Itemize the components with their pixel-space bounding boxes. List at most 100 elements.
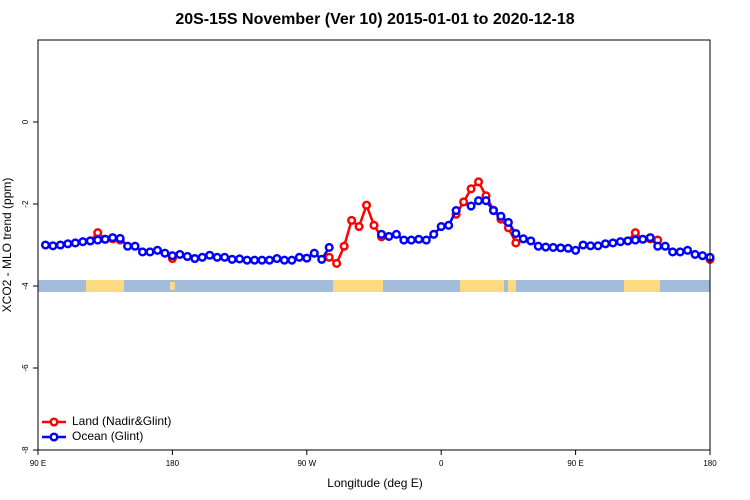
data-point — [249, 255, 260, 265]
data-point — [197, 252, 207, 262]
data-point — [451, 206, 461, 216]
data-point — [369, 220, 379, 230]
data-point — [93, 235, 103, 245]
data-point — [638, 234, 648, 244]
data-point — [421, 235, 431, 245]
data-point — [294, 252, 304, 262]
data-point — [526, 236, 536, 246]
data-point — [115, 233, 125, 243]
y-tick-label: -2 — [21, 200, 30, 208]
data-point — [675, 247, 685, 257]
data-point — [668, 247, 678, 257]
data-point — [414, 234, 424, 244]
data-point — [556, 243, 566, 253]
series-line — [455, 179, 517, 244]
data-point — [473, 177, 484, 187]
y-axis-label: XCO2 - MLO trend (ppm) — [0, 178, 14, 313]
data-point — [137, 247, 148, 257]
data-point — [175, 249, 185, 259]
plot-frame — [37, 39, 711, 451]
data-point — [376, 229, 387, 239]
data-point — [466, 201, 476, 211]
data-point — [511, 228, 521, 239]
data-point — [317, 254, 327, 264]
x-tick-label: 180 — [166, 459, 180, 468]
data-point — [578, 240, 588, 250]
data-point — [690, 249, 700, 259]
data-point — [399, 235, 409, 245]
x-axis-label: Longitude (deg E) — [327, 476, 422, 490]
data-point — [406, 235, 416, 245]
data-point — [48, 241, 58, 251]
data-point — [160, 248, 170, 258]
data-point — [190, 253, 200, 264]
data-point — [339, 241, 349, 251]
data-point — [332, 258, 342, 269]
data-point — [55, 240, 65, 250]
x-tick-label: 90 E — [30, 459, 46, 468]
legend-marker — [49, 417, 59, 427]
x-tick-label: 0 — [439, 459, 444, 468]
data-point — [361, 200, 372, 210]
data-point — [459, 197, 469, 207]
data-point — [600, 239, 611, 249]
data-point — [70, 238, 80, 248]
data-point — [264, 255, 275, 265]
data-point — [697, 251, 708, 261]
data-point — [279, 255, 289, 265]
data-point — [205, 250, 215, 260]
data-point — [182, 251, 192, 262]
data-point — [436, 222, 446, 232]
data-point — [78, 237, 88, 247]
series-line — [328, 201, 383, 266]
data-point — [85, 236, 95, 246]
data-point — [100, 234, 110, 244]
data-point — [287, 255, 297, 265]
surface-mask — [38, 280, 710, 292]
data-point — [608, 238, 618, 248]
y-tick-label: -8 — [21, 446, 30, 454]
data-point — [227, 254, 237, 264]
x-tick-label: 90 E — [567, 459, 583, 468]
data-point — [242, 255, 252, 265]
data-point — [615, 237, 625, 247]
data-point — [63, 239, 73, 249]
legend-label: Ocean (Glint) — [72, 429, 143, 443]
data-point — [347, 215, 357, 225]
data-point — [571, 245, 581, 255]
data-point — [324, 252, 334, 262]
chart-title: 20S-15S November (Ver 10) 2015-01-01 to … — [175, 11, 574, 28]
data-point — [660, 241, 670, 251]
data-point — [167, 251, 177, 261]
data-point — [309, 248, 319, 258]
data-point — [220, 252, 230, 262]
data-point — [653, 241, 663, 251]
data-point — [473, 196, 484, 206]
data-point — [511, 238, 521, 248]
y-tick-label: 0 — [21, 119, 30, 124]
data-point — [630, 228, 640, 238]
data-point — [585, 241, 596, 251]
data-point — [533, 241, 543, 251]
data-point — [384, 231, 394, 241]
data-point — [548, 242, 558, 253]
data-point — [93, 228, 103, 238]
data-point — [354, 222, 364, 232]
data-point — [503, 217, 513, 227]
data-point — [302, 253, 312, 263]
y-tick-label: -4 — [21, 282, 30, 290]
data-point — [108, 233, 118, 243]
data-point — [257, 255, 267, 265]
data-point — [212, 252, 222, 262]
data-point — [645, 233, 655, 243]
data-point — [429, 229, 439, 239]
data-point — [40, 240, 51, 250]
data-point — [683, 245, 693, 255]
data-point — [152, 245, 163, 255]
data-point — [466, 184, 476, 194]
legend-label: Land (Nadir&Glint) — [72, 414, 171, 428]
data-point — [123, 241, 133, 251]
x-tick-label: 180 — [703, 459, 717, 468]
data-point — [623, 236, 633, 246]
